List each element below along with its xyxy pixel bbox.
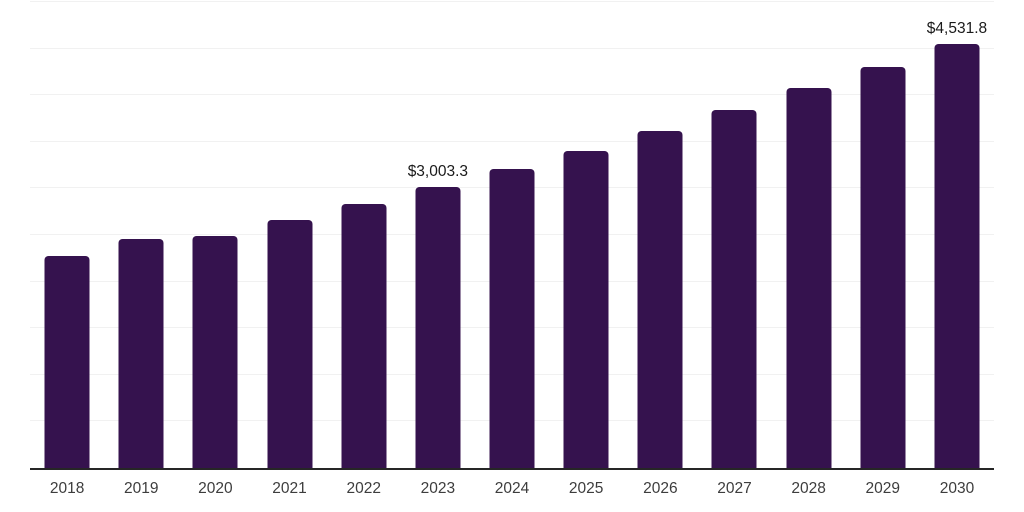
bar-2027 — [711, 110, 757, 468]
x-tick-2022: 2022 — [346, 480, 381, 497]
x-tick-2030: 2030 — [939, 480, 975, 497]
x-tick-2023: 2023 — [420, 480, 456, 497]
bar-column-2029 — [846, 2, 920, 468]
bar-2019 — [118, 238, 164, 468]
bar-column-2020 — [178, 2, 252, 468]
x-tick-2020: 2020 — [198, 480, 233, 497]
bar-column-2030: $4,531.8 — [920, 2, 994, 468]
bar-2029 — [860, 66, 906, 468]
gridline-3500 — [30, 140, 994, 142]
bar-column-2024 — [475, 2, 549, 468]
bar-column-2023: $3,003.3 — [401, 2, 475, 468]
bar-column-2028 — [772, 2, 846, 468]
gridline-5000 — [30, 1, 994, 2]
bar-2020 — [192, 235, 238, 468]
bar-2023 — [415, 186, 461, 468]
bar-2028 — [786, 88, 832, 468]
bar-2022 — [341, 204, 387, 468]
x-axis: 2018 2019 2020 2021 2022 2023 2024 2025 2026 2027… — [30, 472, 994, 512]
bars-row: $3,003.3 $4,531.8 — [30, 2, 994, 468]
gridline-4500 — [30, 47, 994, 49]
bar-column-2019 — [104, 2, 178, 468]
x-tick-2019: 2019 — [123, 480, 159, 497]
x-tick-2025: 2025 — [568, 480, 604, 497]
bar-2025 — [563, 150, 609, 468]
value-label-2030: $4,531.8 — [926, 20, 988, 38]
x-tick-2028: 2028 — [791, 480, 826, 497]
bar-2030 — [934, 43, 980, 468]
x-tick-2018: 2018 — [49, 480, 85, 497]
bar-column-2018 — [30, 2, 104, 468]
x-tick-2026: 2026 — [643, 480, 678, 497]
bar-column-2025 — [549, 2, 623, 468]
x-tick-2021: 2021 — [272, 480, 307, 497]
value-label-2023: $3,003.3 — [407, 163, 469, 181]
bar-2018 — [44, 255, 90, 468]
bar-column-2027 — [697, 2, 771, 468]
bar-column-2021 — [252, 2, 326, 468]
plot-area: $3,003.3 $4,531.8 — [30, 1, 994, 470]
bar-2026 — [637, 131, 683, 468]
x-tick-2024: 2024 — [494, 480, 530, 497]
bar-2024 — [489, 169, 535, 468]
gridline-4000 — [30, 94, 994, 96]
bar-column-2026 — [623, 2, 697, 468]
bar-2021 — [267, 220, 313, 468]
x-tick-2027: 2027 — [717, 480, 752, 497]
bar-column-2022 — [327, 2, 401, 468]
x-tick-2029: 2029 — [865, 480, 901, 497]
